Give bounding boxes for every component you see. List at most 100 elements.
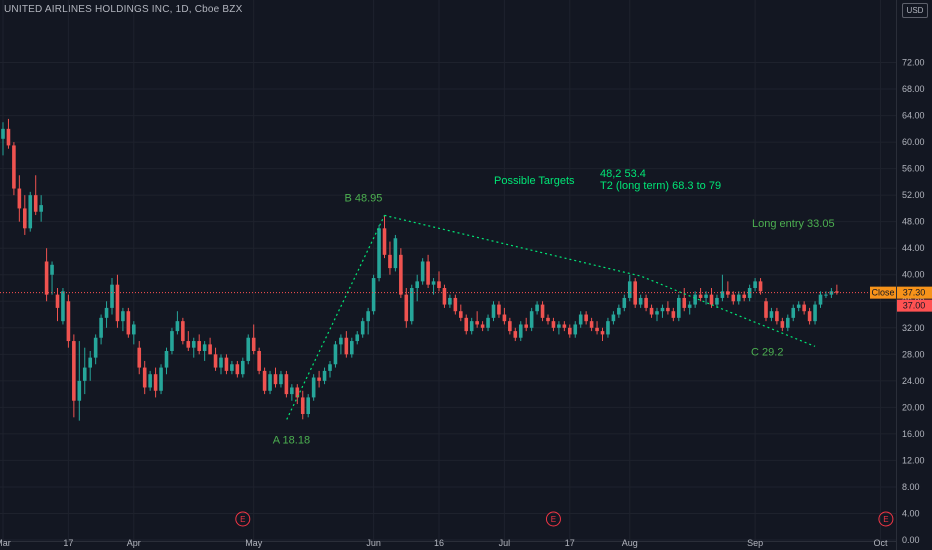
candle-body <box>453 297 458 312</box>
candle-body <box>611 314 616 322</box>
candle-body <box>606 321 610 335</box>
candle-body <box>251 337 256 351</box>
currency-button[interactable]: USD <box>902 3 928 18</box>
candle-body <box>578 314 583 325</box>
earnings-event-icon[interactable] <box>878 511 894 527</box>
candle-body <box>317 377 321 381</box>
y-tick-label: 52.00 <box>902 190 925 200</box>
chart-title: UNITED AIRLINES HOLDINGS INC, 1D, Cboe B… <box>4 4 243 15</box>
y-tick-label: 12.00 <box>902 455 925 465</box>
long-entry-label: Long entry 33.05 <box>752 218 835 230</box>
candle-body <box>775 311 779 322</box>
candle-body <box>693 294 697 305</box>
candle-body <box>535 304 539 312</box>
candle-body <box>726 291 730 295</box>
y-axis: 72.00 68.00 64.00 60.00 56.00 52.00 48.00 44.00… <box>902 58 925 545</box>
earnings-event-icon[interactable] <box>545 511 561 527</box>
candle-body <box>404 294 409 322</box>
candle-body <box>224 357 229 371</box>
y-tick-label: 24.00 <box>902 376 925 386</box>
candle-body <box>835 291 839 293</box>
x-tick-label: Sep <box>747 538 763 548</box>
candle-body <box>311 377 316 398</box>
x-tick-label: Aug <box>622 538 638 548</box>
candle-body <box>175 321 180 332</box>
candle-body <box>617 307 621 315</box>
candle-body <box>497 304 501 315</box>
candle-body <box>371 278 376 312</box>
candle-body <box>110 284 114 308</box>
candle-body <box>1 128 5 139</box>
candle-body <box>431 281 436 285</box>
candle-body <box>246 337 251 361</box>
candle-body <box>279 374 283 385</box>
y-tick-label: 48.00 <box>902 217 925 227</box>
candle-body <box>557 324 561 328</box>
candle-body <box>622 297 627 308</box>
candle-body <box>115 284 120 322</box>
candle-body <box>720 291 725 298</box>
candle-body <box>82 367 87 381</box>
candle-body <box>513 331 518 338</box>
x-tick-label: Oct <box>873 538 888 548</box>
y-tick-label: 40.00 <box>902 270 925 280</box>
candle-body <box>562 324 567 328</box>
candle-body <box>769 311 774 318</box>
candle-body <box>388 254 392 269</box>
candle-body <box>709 294 714 305</box>
candle-body <box>568 327 572 335</box>
candle-body <box>791 307 796 318</box>
candle-body <box>736 294 741 302</box>
candle-body <box>600 331 605 335</box>
candle-body <box>682 297 687 308</box>
y-tick-label: 44.00 <box>902 243 925 253</box>
candle-body <box>360 321 365 335</box>
targets-values-label: 48,2 53.4 <box>600 168 646 180</box>
candle-body <box>44 261 49 295</box>
last-label-badge <box>870 286 896 299</box>
candle-body <box>99 317 103 338</box>
candle-body <box>644 297 648 308</box>
candle-body <box>197 341 201 351</box>
candle-body <box>306 397 310 414</box>
candle-body <box>235 364 240 375</box>
candle-body <box>540 304 545 318</box>
candle-body <box>61 291 65 322</box>
candle-body <box>208 344 212 355</box>
drawings <box>0 214 896 420</box>
candle-body <box>153 374 158 391</box>
candle-body <box>491 304 496 318</box>
candle-body <box>213 354 218 368</box>
candle-body <box>23 208 27 229</box>
y-tick-label: 4.00 <box>902 508 920 518</box>
candle-body <box>137 347 142 368</box>
x-tick-label: Mar <box>0 538 11 548</box>
earnings-event-label: E <box>883 515 888 524</box>
candle-body <box>344 337 349 355</box>
candle-body <box>142 367 147 388</box>
candle-body <box>219 357 223 368</box>
candle-body <box>339 337 343 345</box>
candle-body <box>573 324 578 335</box>
y-tick-label: 32.00 <box>902 323 925 333</box>
candle-body <box>328 364 332 371</box>
candle-body <box>442 288 447 305</box>
candle-body <box>426 261 430 285</box>
candle-body <box>655 311 659 315</box>
earnings-event-icon[interactable] <box>235 511 251 527</box>
candle-body <box>230 364 234 371</box>
targets-t2-label: T2 (long term) 68.3 to 79 <box>600 180 721 192</box>
y-tick-label: 56.00 <box>902 164 925 174</box>
candle-body <box>181 321 185 342</box>
candle-body <box>687 304 692 308</box>
candle-body <box>807 311 812 322</box>
candle-body <box>633 281 637 305</box>
candle-body <box>595 327 599 332</box>
y-tick-label: 28.00 <box>902 349 925 359</box>
candle-body <box>824 294 828 296</box>
possible-targets-label: Possible Targets <box>494 175 575 187</box>
candle-body <box>257 351 261 371</box>
candle-body <box>698 294 703 298</box>
candle-body <box>666 307 670 312</box>
